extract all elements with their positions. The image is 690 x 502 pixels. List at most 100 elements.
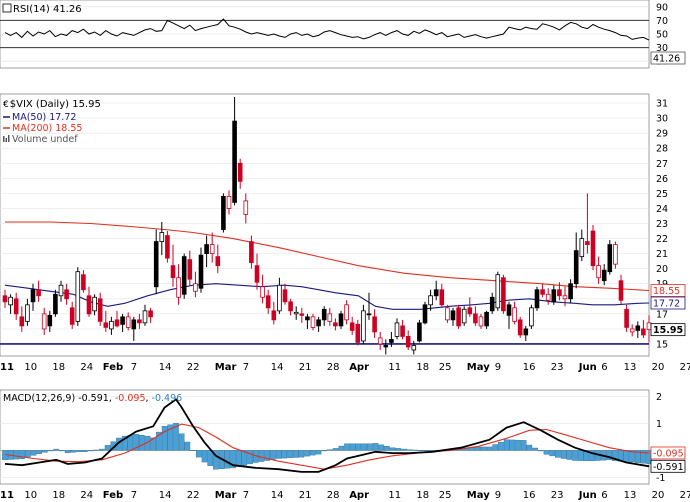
price-tick-label: 25 (656, 189, 668, 200)
price-tick-labels: 3130292827262524232221201918171615 (656, 99, 668, 351)
candle (176, 264, 181, 305)
candle (377, 331, 383, 350)
candle (198, 247, 204, 293)
x-axis-label: 6 (601, 362, 607, 373)
rsi-tick-label: 90 (656, 2, 668, 13)
macd-histogram-bar (178, 433, 185, 451)
macd-histogram-bar (36, 450, 42, 454)
svg-text:-0.591: -0.591 (653, 462, 684, 473)
macd-histogram-bar (25, 450, 31, 458)
candle (405, 330, 411, 350)
candle (456, 304, 461, 329)
candle (383, 339, 389, 355)
candle (568, 279, 573, 304)
macd-histogram-bar (99, 448, 105, 451)
x-axis-label: Feb (103, 490, 123, 501)
candle (562, 286, 568, 307)
candle (551, 285, 557, 305)
macd-tick-label: -1 (656, 473, 665, 484)
candle (484, 310, 489, 329)
candle (120, 313, 125, 332)
candle (321, 306, 327, 326)
macd-histogram-bar (81, 450, 88, 452)
candle (389, 331, 394, 347)
x-axis-label: 24 (80, 362, 93, 373)
candle (349, 316, 355, 335)
macd-histogram-bar (42, 450, 48, 453)
macd-tick-label: 1 (656, 419, 662, 430)
macd-histogram-bar (13, 450, 20, 460)
macd-label-prefix: MACD(12,26,9) (3, 393, 75, 404)
macd-histogram-bar (310, 450, 316, 456)
x-axis-label: 13 (624, 490, 637, 501)
candle (506, 301, 512, 329)
candle (641, 319, 646, 338)
macd-histogram (2, 423, 652, 470)
rsi-tick-label: 50 (656, 30, 668, 41)
macd-histogram-bar (104, 445, 111, 451)
price-tick-label: 28 (656, 144, 668, 155)
candle (366, 292, 372, 320)
candle (478, 313, 484, 329)
macd-histogram-bar (190, 450, 196, 451)
candle (394, 318, 400, 340)
macd-signal-line (4, 423, 650, 470)
candle (282, 283, 288, 305)
candle (590, 225, 596, 271)
macd-histogram-bar (93, 449, 99, 451)
macd-histogram-bar (59, 450, 65, 452)
candle (607, 240, 613, 275)
macd-label: MACD(12,26,9) -0.591, -0.095, -0.496 (3, 393, 182, 404)
x-axis-label: 23 (551, 490, 564, 501)
candle (215, 244, 221, 274)
svg-text:-0.095: -0.095 (653, 448, 684, 459)
macd-label-hist: -0.496 (152, 393, 183, 404)
price-tag: 15.95 (650, 323, 686, 336)
candle (13, 292, 19, 320)
ma200-line (5, 221, 650, 292)
macd-histogram-bar (469, 447, 476, 451)
macd-histogram-bar (270, 450, 276, 460)
macd-histogram-bar (406, 449, 413, 451)
candle (529, 304, 534, 329)
price-tick-label: 31 (656, 99, 668, 110)
candle (517, 316, 523, 338)
x-axis-label: 24 (80, 490, 93, 501)
candle (573, 232, 579, 289)
x-axis-label: 18 (52, 362, 65, 373)
price-tag: 17.72 (650, 296, 686, 309)
candle (153, 229, 159, 295)
x-axis-label: Apr (349, 362, 369, 373)
macd-histogram-bar (486, 446, 493, 451)
candle (523, 325, 529, 341)
rsi-ticker-box (2, 3, 12, 13)
candle (473, 306, 478, 326)
candle (545, 288, 551, 305)
x-axis-label: 21 (299, 362, 312, 373)
macd-histogram-bar (634, 450, 641, 463)
macd-histogram-bar (463, 448, 470, 451)
x-axis-label: 20 (652, 362, 665, 373)
x-axis-label: 7 (131, 362, 137, 373)
rsi-label: RSI(14) 41.26 (13, 4, 82, 15)
candle (226, 190, 232, 215)
x-axis-label: 14 (271, 490, 284, 501)
x-axis-label: 27 (680, 490, 690, 501)
candle (613, 241, 618, 269)
candle (557, 282, 562, 301)
x-axis-label: 11 (0, 362, 14, 373)
macd-histogram-bar (577, 450, 584, 461)
candle (109, 316, 114, 335)
macd-histogram-bar (555, 450, 561, 458)
macd-panel: 210-1 -0.095-0.591 MACD(12,26,9) -0.591,… (0, 389, 686, 485)
x-axis-label: 16 (523, 490, 536, 501)
price-legend: MA(50) 17.72 MA(200) 18.55 Volume undef (3, 112, 82, 145)
price-tick-label: 22 (656, 234, 668, 245)
candle (97, 292, 103, 326)
x-axis-label: 14 (159, 362, 172, 373)
price-tick-label: 15 (656, 339, 668, 350)
candle (624, 304, 629, 332)
candle (461, 306, 467, 326)
candle (333, 318, 338, 331)
x-axis-label: 18 (416, 490, 429, 501)
